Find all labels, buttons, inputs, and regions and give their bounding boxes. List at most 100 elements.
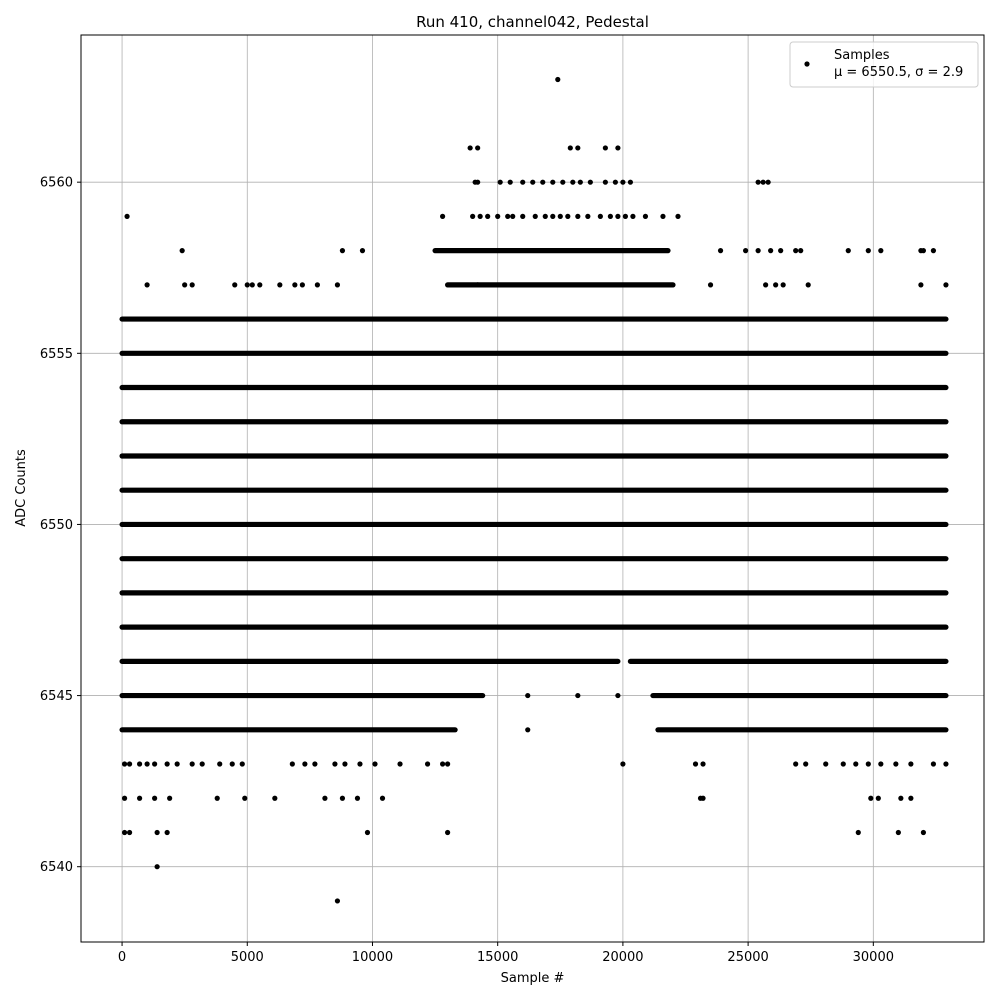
sample-point bbox=[495, 213, 501, 219]
sample-point bbox=[510, 213, 516, 219]
sample-point bbox=[505, 213, 511, 219]
sample-point bbox=[627, 179, 634, 185]
sample-point bbox=[755, 248, 761, 254]
sample-point bbox=[868, 795, 874, 801]
sample-point bbox=[540, 179, 546, 185]
sample-point bbox=[615, 213, 621, 219]
x-tick-label: 10000 bbox=[352, 950, 393, 965]
sample-point bbox=[798, 248, 804, 254]
sample-point bbox=[249, 282, 255, 288]
sample-point bbox=[565, 213, 571, 219]
sample-point bbox=[189, 282, 195, 288]
tick-layer: 0 5000 10000 15000 20000 25000 30000 6540 6545 65… bbox=[40, 176, 894, 965]
sample-point bbox=[144, 761, 150, 767]
plot-frame bbox=[80, 34, 985, 943]
sample-point bbox=[354, 795, 361, 801]
y-tick-label: 6550 bbox=[40, 518, 73, 533]
x-tick-label: 20000 bbox=[602, 950, 643, 965]
sample-point bbox=[768, 248, 774, 254]
sample-point bbox=[136, 795, 143, 801]
sample-point bbox=[707, 282, 714, 288]
sample-point bbox=[485, 213, 491, 219]
sample-point bbox=[314, 282, 320, 288]
sample-point bbox=[174, 761, 180, 767]
sample-point bbox=[257, 282, 263, 288]
sample-point bbox=[379, 795, 386, 801]
sample-point bbox=[164, 761, 170, 767]
y-tick-label: 6540 bbox=[40, 860, 73, 875]
sample-point bbox=[602, 179, 608, 185]
x-tick-label: 25000 bbox=[727, 950, 768, 965]
sample-point bbox=[845, 248, 851, 254]
sample-point bbox=[760, 179, 766, 185]
sample-point bbox=[364, 829, 371, 836]
sample-point bbox=[560, 179, 566, 185]
sample-point bbox=[299, 282, 305, 288]
sample-point bbox=[920, 248, 926, 254]
sample-point bbox=[597, 213, 603, 219]
sample-point bbox=[121, 829, 128, 836]
sample-point bbox=[229, 761, 235, 767]
sample-point bbox=[630, 213, 636, 219]
sample-point bbox=[445, 761, 451, 767]
sample-point bbox=[620, 179, 626, 185]
sample-point bbox=[475, 179, 481, 185]
sample-point bbox=[587, 179, 593, 185]
sample-point bbox=[470, 213, 476, 219]
sample-point bbox=[164, 829, 170, 836]
sample-point bbox=[898, 795, 904, 801]
sample-point bbox=[778, 248, 784, 254]
sample-point bbox=[126, 761, 133, 767]
sample-point bbox=[622, 213, 629, 219]
sample-point bbox=[763, 282, 769, 288]
sample-point bbox=[602, 145, 608, 151]
sample-point bbox=[445, 829, 451, 836]
sample-point bbox=[615, 692, 621, 699]
sample-point bbox=[805, 282, 811, 288]
sample-point bbox=[520, 213, 526, 219]
sample-point bbox=[144, 282, 150, 288]
x-tick-label: 5000 bbox=[231, 950, 264, 965]
sample-point bbox=[803, 761, 809, 767]
sample-point bbox=[475, 282, 481, 288]
sample-point bbox=[660, 213, 666, 219]
sample-point bbox=[152, 761, 158, 767]
sample-point bbox=[126, 829, 133, 836]
sample-point bbox=[372, 761, 378, 767]
sample-point bbox=[124, 213, 130, 219]
y-axis-label: ADC Counts bbox=[14, 449, 29, 527]
y-tick-label: 6555 bbox=[40, 347, 73, 362]
sample-point bbox=[700, 795, 706, 801]
sample-point bbox=[397, 761, 403, 767]
sample-point bbox=[918, 282, 924, 288]
sample-point bbox=[930, 761, 937, 767]
sample-point bbox=[312, 761, 318, 767]
sample-point bbox=[154, 829, 160, 836]
sample-point bbox=[289, 761, 295, 767]
sample-point bbox=[244, 282, 250, 288]
sample-point bbox=[853, 761, 859, 767]
sample-point bbox=[875, 795, 881, 801]
sample-point bbox=[555, 76, 561, 83]
sample-point bbox=[550, 179, 556, 185]
y-tick-label: 6560 bbox=[40, 176, 73, 191]
sample-point bbox=[575, 145, 581, 151]
chart-title: Run 410, channel042, Pedestal bbox=[416, 13, 649, 31]
sample-point bbox=[642, 213, 649, 219]
sample-point bbox=[840, 761, 846, 767]
sample-point bbox=[575, 213, 581, 219]
sample-point bbox=[878, 761, 884, 767]
sample-point bbox=[542, 213, 548, 219]
sample-point bbox=[334, 282, 341, 288]
sample-point bbox=[242, 795, 248, 801]
sample-point bbox=[232, 282, 238, 288]
sample-point bbox=[277, 282, 283, 288]
sample-point bbox=[136, 761, 143, 767]
x-tick-label: 30000 bbox=[853, 950, 894, 965]
sample-point bbox=[292, 282, 298, 288]
sample-point bbox=[855, 829, 861, 836]
sample-point bbox=[743, 248, 749, 254]
sample-point bbox=[930, 248, 937, 254]
sample-point bbox=[475, 145, 481, 151]
